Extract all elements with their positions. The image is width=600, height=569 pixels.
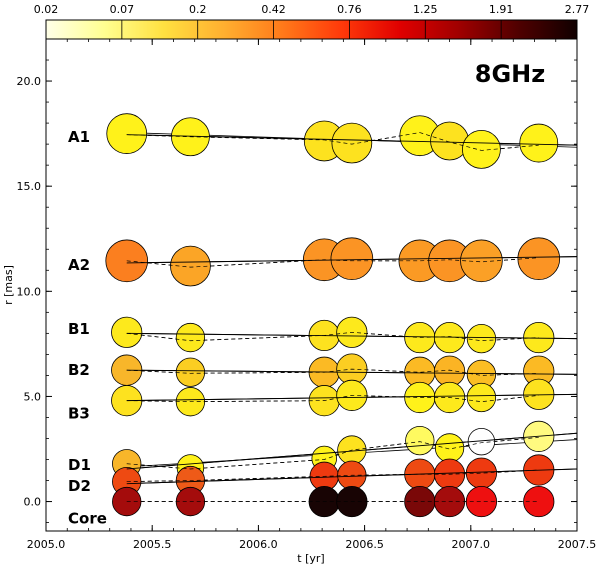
x-tick-label: 2006.5 <box>345 538 384 551</box>
markers <box>105 113 578 518</box>
marker-d1 <box>405 425 435 456</box>
marker-b2 <box>433 355 466 387</box>
component-label-a1: A1 <box>68 128 90 146</box>
marker-a2 <box>517 237 561 281</box>
component-label-core: Core <box>68 509 107 527</box>
fit-line-over-d1 <box>126 432 578 470</box>
component-labels: A1 A2 B1 B2 B3 D1 D2 Core <box>68 128 107 528</box>
colorbar-gradient <box>45 19 578 40</box>
fit-line-over-a2 <box>126 256 578 264</box>
colorbar-tick-label: 0.07 <box>110 3 135 16</box>
marker-core <box>523 485 555 518</box>
fit-line-over-b2 <box>126 369 578 375</box>
component-label-a2: A2 <box>68 256 90 274</box>
marker-d1 <box>434 433 465 463</box>
dashed-track-over-a2 <box>126 257 539 268</box>
x-tick-label: 2005.0 <box>27 538 66 551</box>
marker-a2 <box>460 239 503 283</box>
y-tick-label: 0.0 <box>24 496 42 509</box>
x-tick-label: 2007.5 <box>558 538 597 551</box>
y-tick-label: 20.0 <box>17 75 42 88</box>
dashed-track-over-d2 <box>126 469 539 482</box>
frequency-label: 8GHz <box>475 60 545 88</box>
marker-a1 <box>106 113 148 154</box>
marker-a1 <box>331 122 373 164</box>
colorbar-tick-label: 0.76 <box>337 3 362 16</box>
colorbar-tick-label: 0.02 <box>34 3 59 16</box>
dashed-track-over-b3 <box>126 395 539 403</box>
x-tick-label: 2007.0 <box>452 538 491 551</box>
marker-b1 <box>175 322 206 353</box>
dashed-track-over-b1 <box>126 331 539 342</box>
colorbar: 0.02 0.07 0.2 0.42 0.76 1.25 1.91 2.77 <box>34 3 590 40</box>
marker-d2 <box>465 457 498 489</box>
y-tick-label: 5.0 <box>24 390 42 403</box>
colorbar-tick-label: 0.42 <box>261 3 286 16</box>
x-axis-label: t [yr] <box>297 552 324 565</box>
dashed-track-over-b2 <box>126 368 539 376</box>
colorbar-tick-label: 1.91 <box>489 3 514 16</box>
y-tick-label: 15.0 <box>17 180 42 193</box>
marker-b1 <box>111 316 143 348</box>
component-label-d2: D2 <box>68 477 91 495</box>
marker-a1 <box>519 123 559 163</box>
fit-line-over-d2 <box>126 468 578 485</box>
fit-line-over-a1 <box>126 134 578 146</box>
x-tick-label: 2005.5 <box>133 538 172 551</box>
x-tick-label: 2006.0 <box>239 538 278 551</box>
colorbar-ticks: 0.02 0.07 0.2 0.42 0.76 1.25 1.91 2.77 <box>34 3 590 39</box>
marker-a2 <box>330 237 374 281</box>
component-label-b2: B2 <box>68 361 90 379</box>
fit-line-over-b3 <box>126 393 578 402</box>
fit-line-over-b1 <box>126 332 578 340</box>
y-axis: 0.0 5.0 10.0 15.0 20.0 <box>17 59 577 523</box>
x-axis: 2005.0 2005.5 2006.0 2006.5 2007.0 2007.5 <box>27 39 597 551</box>
marker-b1 <box>466 323 497 354</box>
y-axis-label: r [mas] <box>2 265 15 305</box>
colorbar-tick-label: 2.77 <box>565 3 590 16</box>
marker-b3 <box>466 382 497 413</box>
component-label-b1: B1 <box>68 320 90 338</box>
component-label-b3: B3 <box>68 404 90 422</box>
component-label-d1: D1 <box>68 456 91 474</box>
marker-b2 <box>175 357 206 387</box>
dashed-track-over-d1 <box>126 437 539 470</box>
colorbar-tick-label: 1.25 <box>413 3 438 16</box>
y-tick-label: 10.0 <box>17 285 42 298</box>
marker-a1 <box>462 129 501 169</box>
marker-b1 <box>523 321 555 354</box>
colorbar-tick-label: 0.2 <box>189 3 207 16</box>
dashed-track-over-a1 <box>126 132 539 151</box>
